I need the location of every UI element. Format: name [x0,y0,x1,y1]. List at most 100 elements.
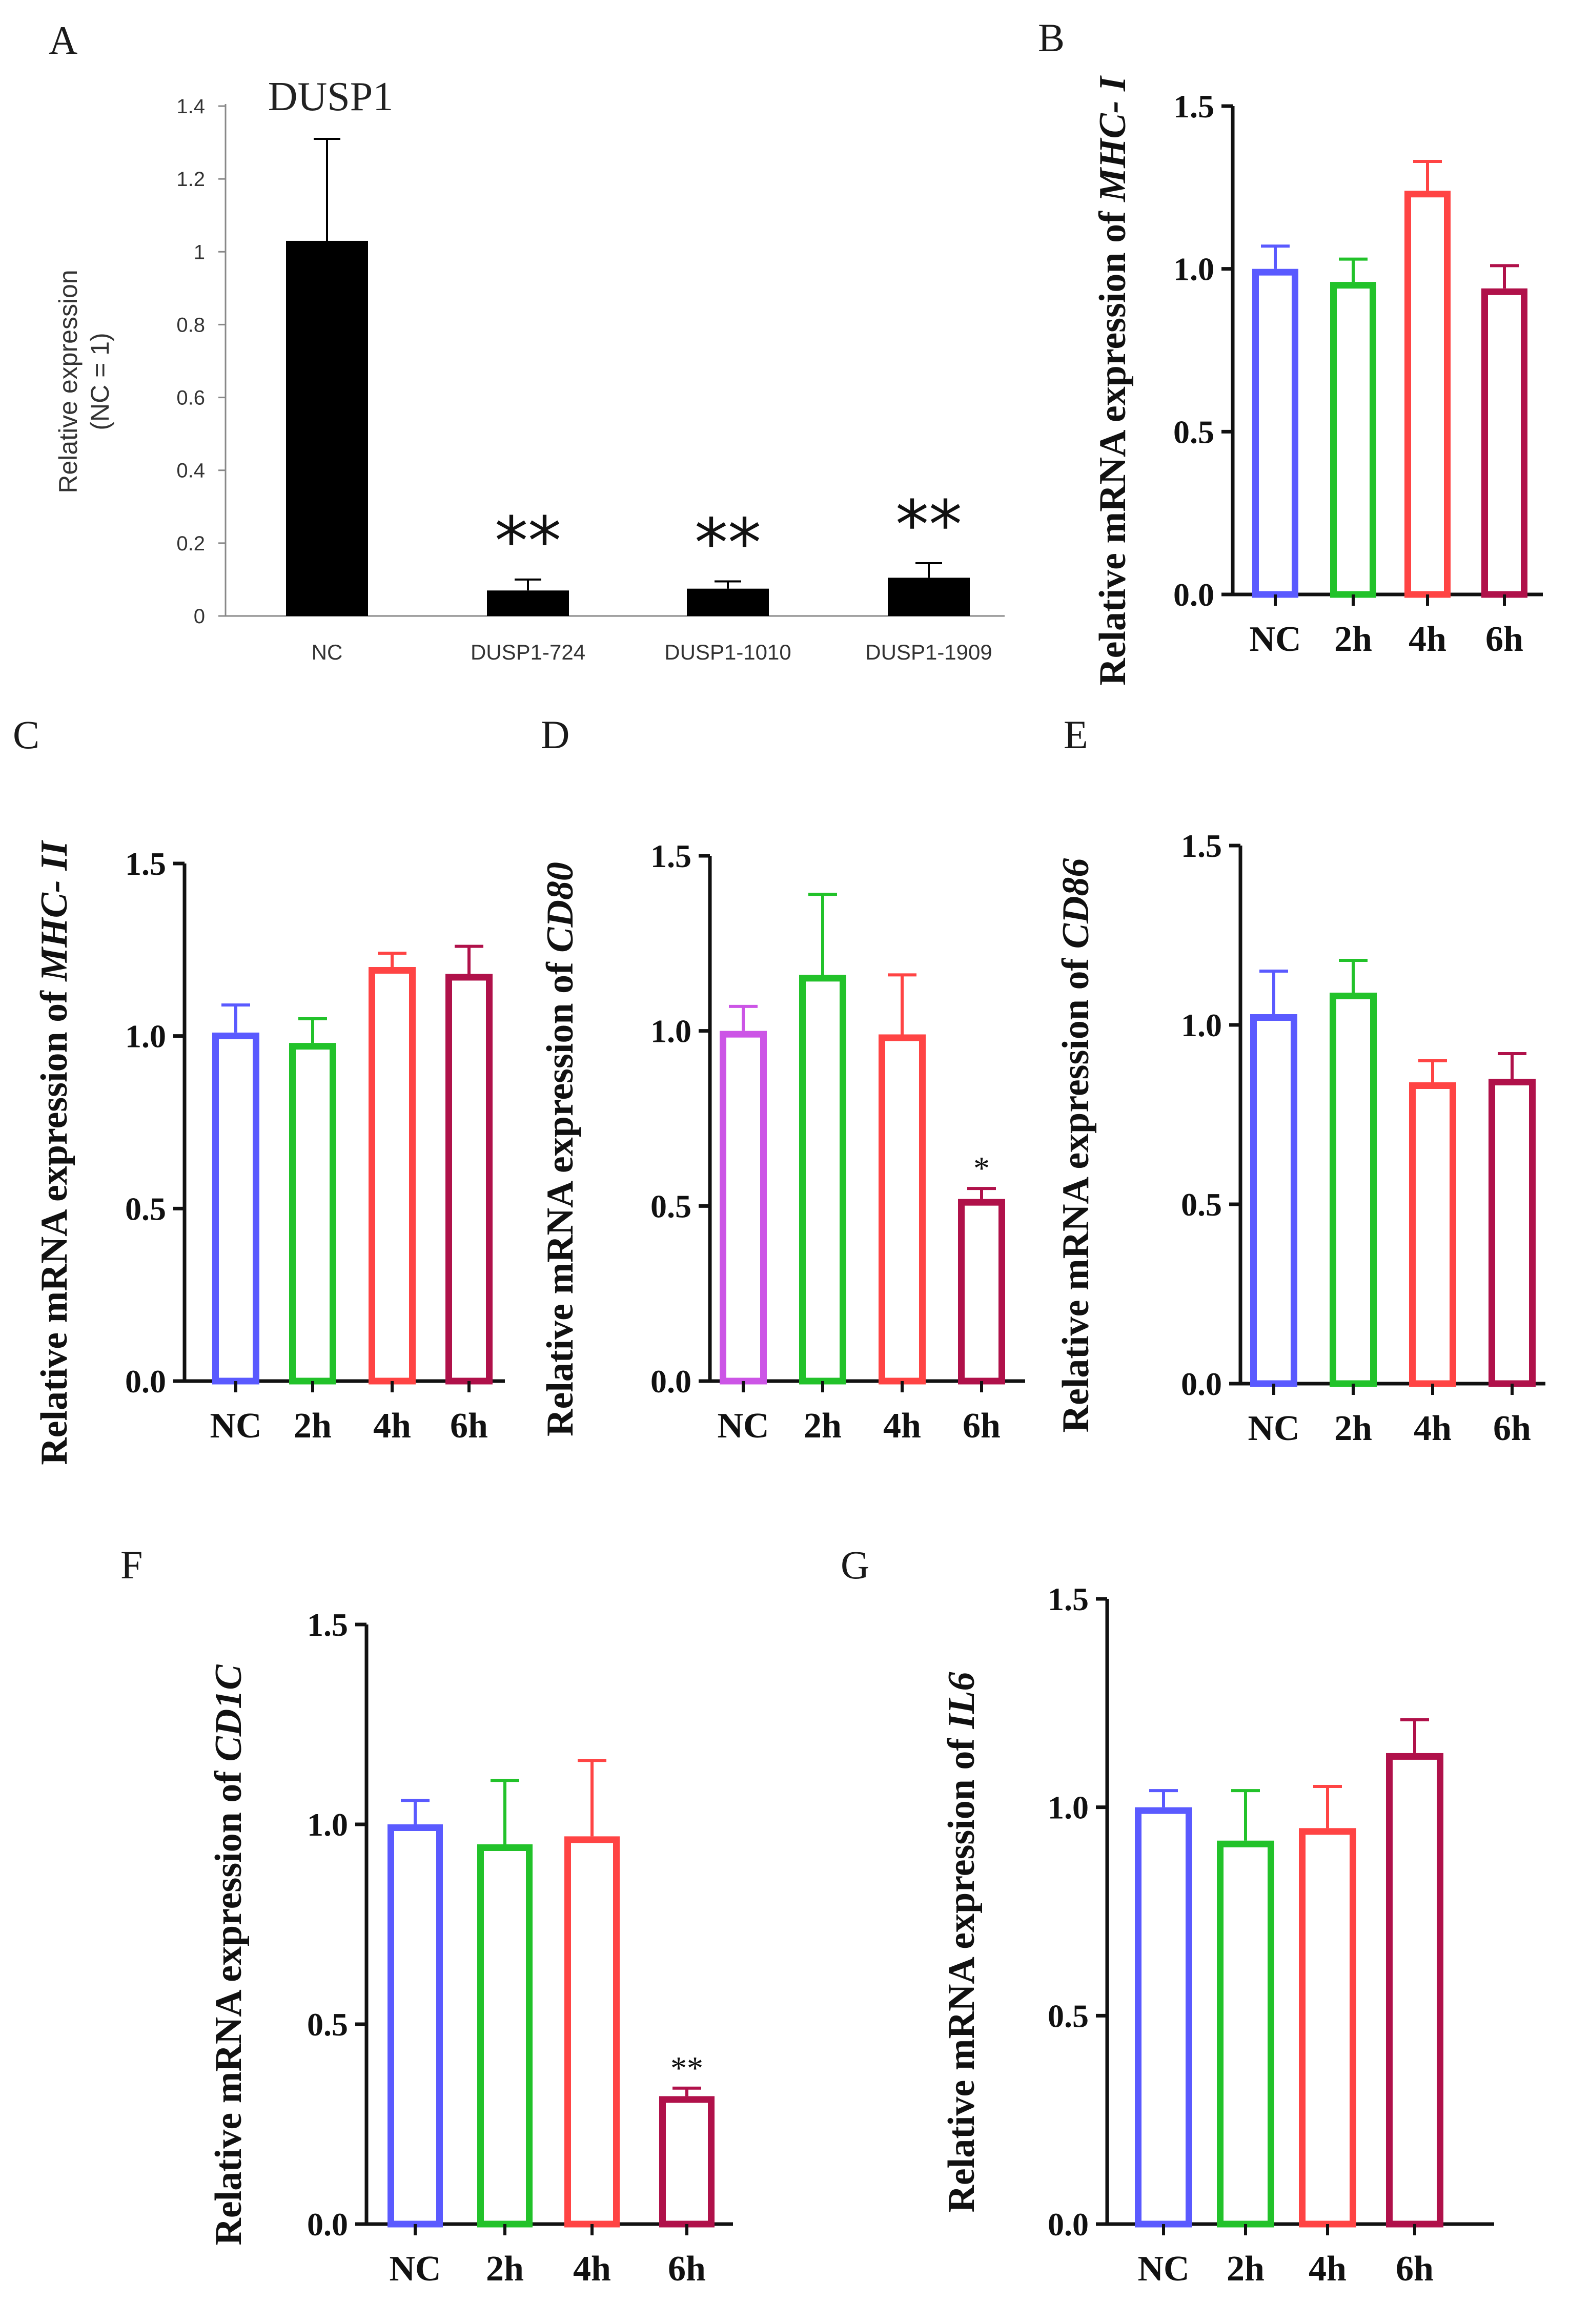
y-tick-label: 1.0 [1181,1007,1222,1043]
panel-g: G 0.0 0.5 1.0 1.5 NC 2h 4h 6h Relative mRNA expre… [841,1543,1494,2289]
bar-group [477,1779,533,2228]
bar-group [888,562,970,616]
bar-group [487,578,569,616]
y-tick-label: 1.4 [176,95,205,118]
y-tick-label: 0.5 [307,2006,348,2043]
y-tick-label: 0.5 [125,1190,166,1227]
bar-group [720,1004,767,1385]
bar [879,1034,926,1385]
significance-label: ** [670,2050,703,2086]
y-axis-label: Relative mRNA expression of MHC- II [33,840,75,1465]
y-tick-label: 0 [194,605,205,628]
bar [720,1031,767,1385]
bar [1386,1753,1443,2228]
x-tick-label: NC [1249,620,1301,659]
x-tick-label: NC [389,2249,441,2289]
y-tick-label: 1.0 [1173,251,1214,287]
y-axis-label: Relative mRNA expression of IL6 [941,1672,983,2212]
bar [289,1043,336,1385]
y-tick-label: 0.5 [1173,414,1214,450]
bar-group [564,1759,620,2228]
y-tick-label: 0.0 [1048,2206,1089,2243]
bar-group [1481,264,1527,598]
y-axis-label-prefix: Relative mRNA expression of [941,1729,983,2212]
bar [286,240,368,616]
panel-e: E 0.0 0.5 1.0 1.5 NC 2h 4h 6h Relative mRNA expre… [1055,712,1545,1448]
y-axis-label-prefix: Relative mRNA expression of [1055,949,1097,1432]
y-axis-label-line: (NC = 1) [86,333,114,430]
y-tick-label: 0.5 [1048,1998,1089,2034]
y-axis-label: Relative expression (NC = 1) [54,270,114,493]
bar [1135,1807,1192,2228]
x-tick-label: 2h [1334,620,1372,659]
bar [958,1199,1005,1385]
significance-label: ** [495,502,561,580]
y-axis-label-prefix: Relative mRNA expression of [539,953,581,1436]
bar-group [1386,1718,1443,2228]
x-tick-label: 6h [668,2249,706,2289]
bar-group [369,952,416,1385]
x-tick-label: 6h [1396,2249,1434,2289]
y-axis-label-line: Relative expression [54,270,83,493]
bar-group [1330,959,1377,1387]
y-axis-label: Relative mRNA expression of CD1C [208,1664,250,2246]
bar [1409,1082,1456,1387]
significance-label: * [973,1150,990,1186]
y-axis-label-prefix: Relative mRNA expression of [1092,202,1134,686]
panel-letter: G [841,1543,869,1587]
panel-c: C 0.0 0.5 1.0 1.5 NC 2h 4h 6h Relative mRNA expre… [13,712,505,1465]
x-tick-label: NC [1137,2249,1189,2289]
x-tick-label: NC [210,1406,261,1446]
bar [659,2096,715,2228]
x-tick-label: NC [1248,1409,1299,1448]
y-tick-label: 0.0 [307,2206,348,2243]
bar-group [289,1017,336,1385]
bar [1217,1840,1274,2228]
y-axis-label-prefix: Relative mRNA expression of [208,1762,250,2246]
panel-letter: D [541,712,569,757]
bar-group [1299,1785,1356,2228]
y-tick-label: 1.5 [125,846,166,882]
bar-group [659,2086,715,2228]
x-tick-label: 6h [450,1406,488,1446]
bar-group [1135,1789,1192,2228]
y-tick-label: 1.5 [1181,828,1222,864]
y-tick-label: 1.0 [307,1806,348,1843]
bar-group [1409,1059,1456,1387]
y-tick-label: 0.0 [650,1363,691,1400]
y-tick-label: 0.2 [176,532,205,555]
panel-d: D 0.0 0.5 1.0 1.5 NC 2h 4h 6h * Relative mRNA expr… [539,712,1025,1446]
bar [564,1836,620,2228]
y-axis-label-gene: CD80 [539,862,581,953]
x-tick-label: 2h [804,1406,842,1446]
y-tick-label: 1 [194,241,205,263]
y-axis-label-gene: MHC- I [1092,75,1134,202]
y-tick-label: 1.0 [125,1018,166,1055]
x-tick-label: 6h [1485,620,1523,659]
x-tick-label: 4h [373,1406,411,1446]
bar [1404,191,1451,598]
y-tick-label: 0.8 [176,314,205,336]
y-tick-label: 1.0 [1048,1790,1089,1826]
bar [687,588,769,616]
x-tick-label: 6h [963,1406,1001,1446]
bar [369,967,416,1385]
bar-group [799,893,846,1385]
bar-group [212,1003,259,1385]
bar [445,974,493,1385]
y-tick-label: 1.0 [650,1013,691,1050]
x-tick-label: 4h [883,1406,921,1446]
panel-a: A 0 0.2 0.4 0.6 0.8 1 1.2 1.4 NC DUSP1-724 ** DUSP1-… [49,18,1005,664]
bar-group [388,1799,443,2228]
y-axis-label-gene: IL6 [941,1672,983,1729]
bar [1330,282,1376,598]
y-axis-label: Relative mRNA expression of CD86 [1055,858,1097,1433]
bar [212,1032,259,1385]
x-tick-label: 2h [294,1406,332,1446]
bar-group [1489,1052,1536,1387]
y-axis-label-gene: CD1C [208,1664,250,1762]
panel-f: F 0.0 0.5 1.0 1.5 NC 2h 4h 6h ** Relative mRNA exp… [120,1543,733,2289]
x-tick-label: NC [717,1406,769,1446]
y-axis-label-gene: CD86 [1055,858,1097,949]
